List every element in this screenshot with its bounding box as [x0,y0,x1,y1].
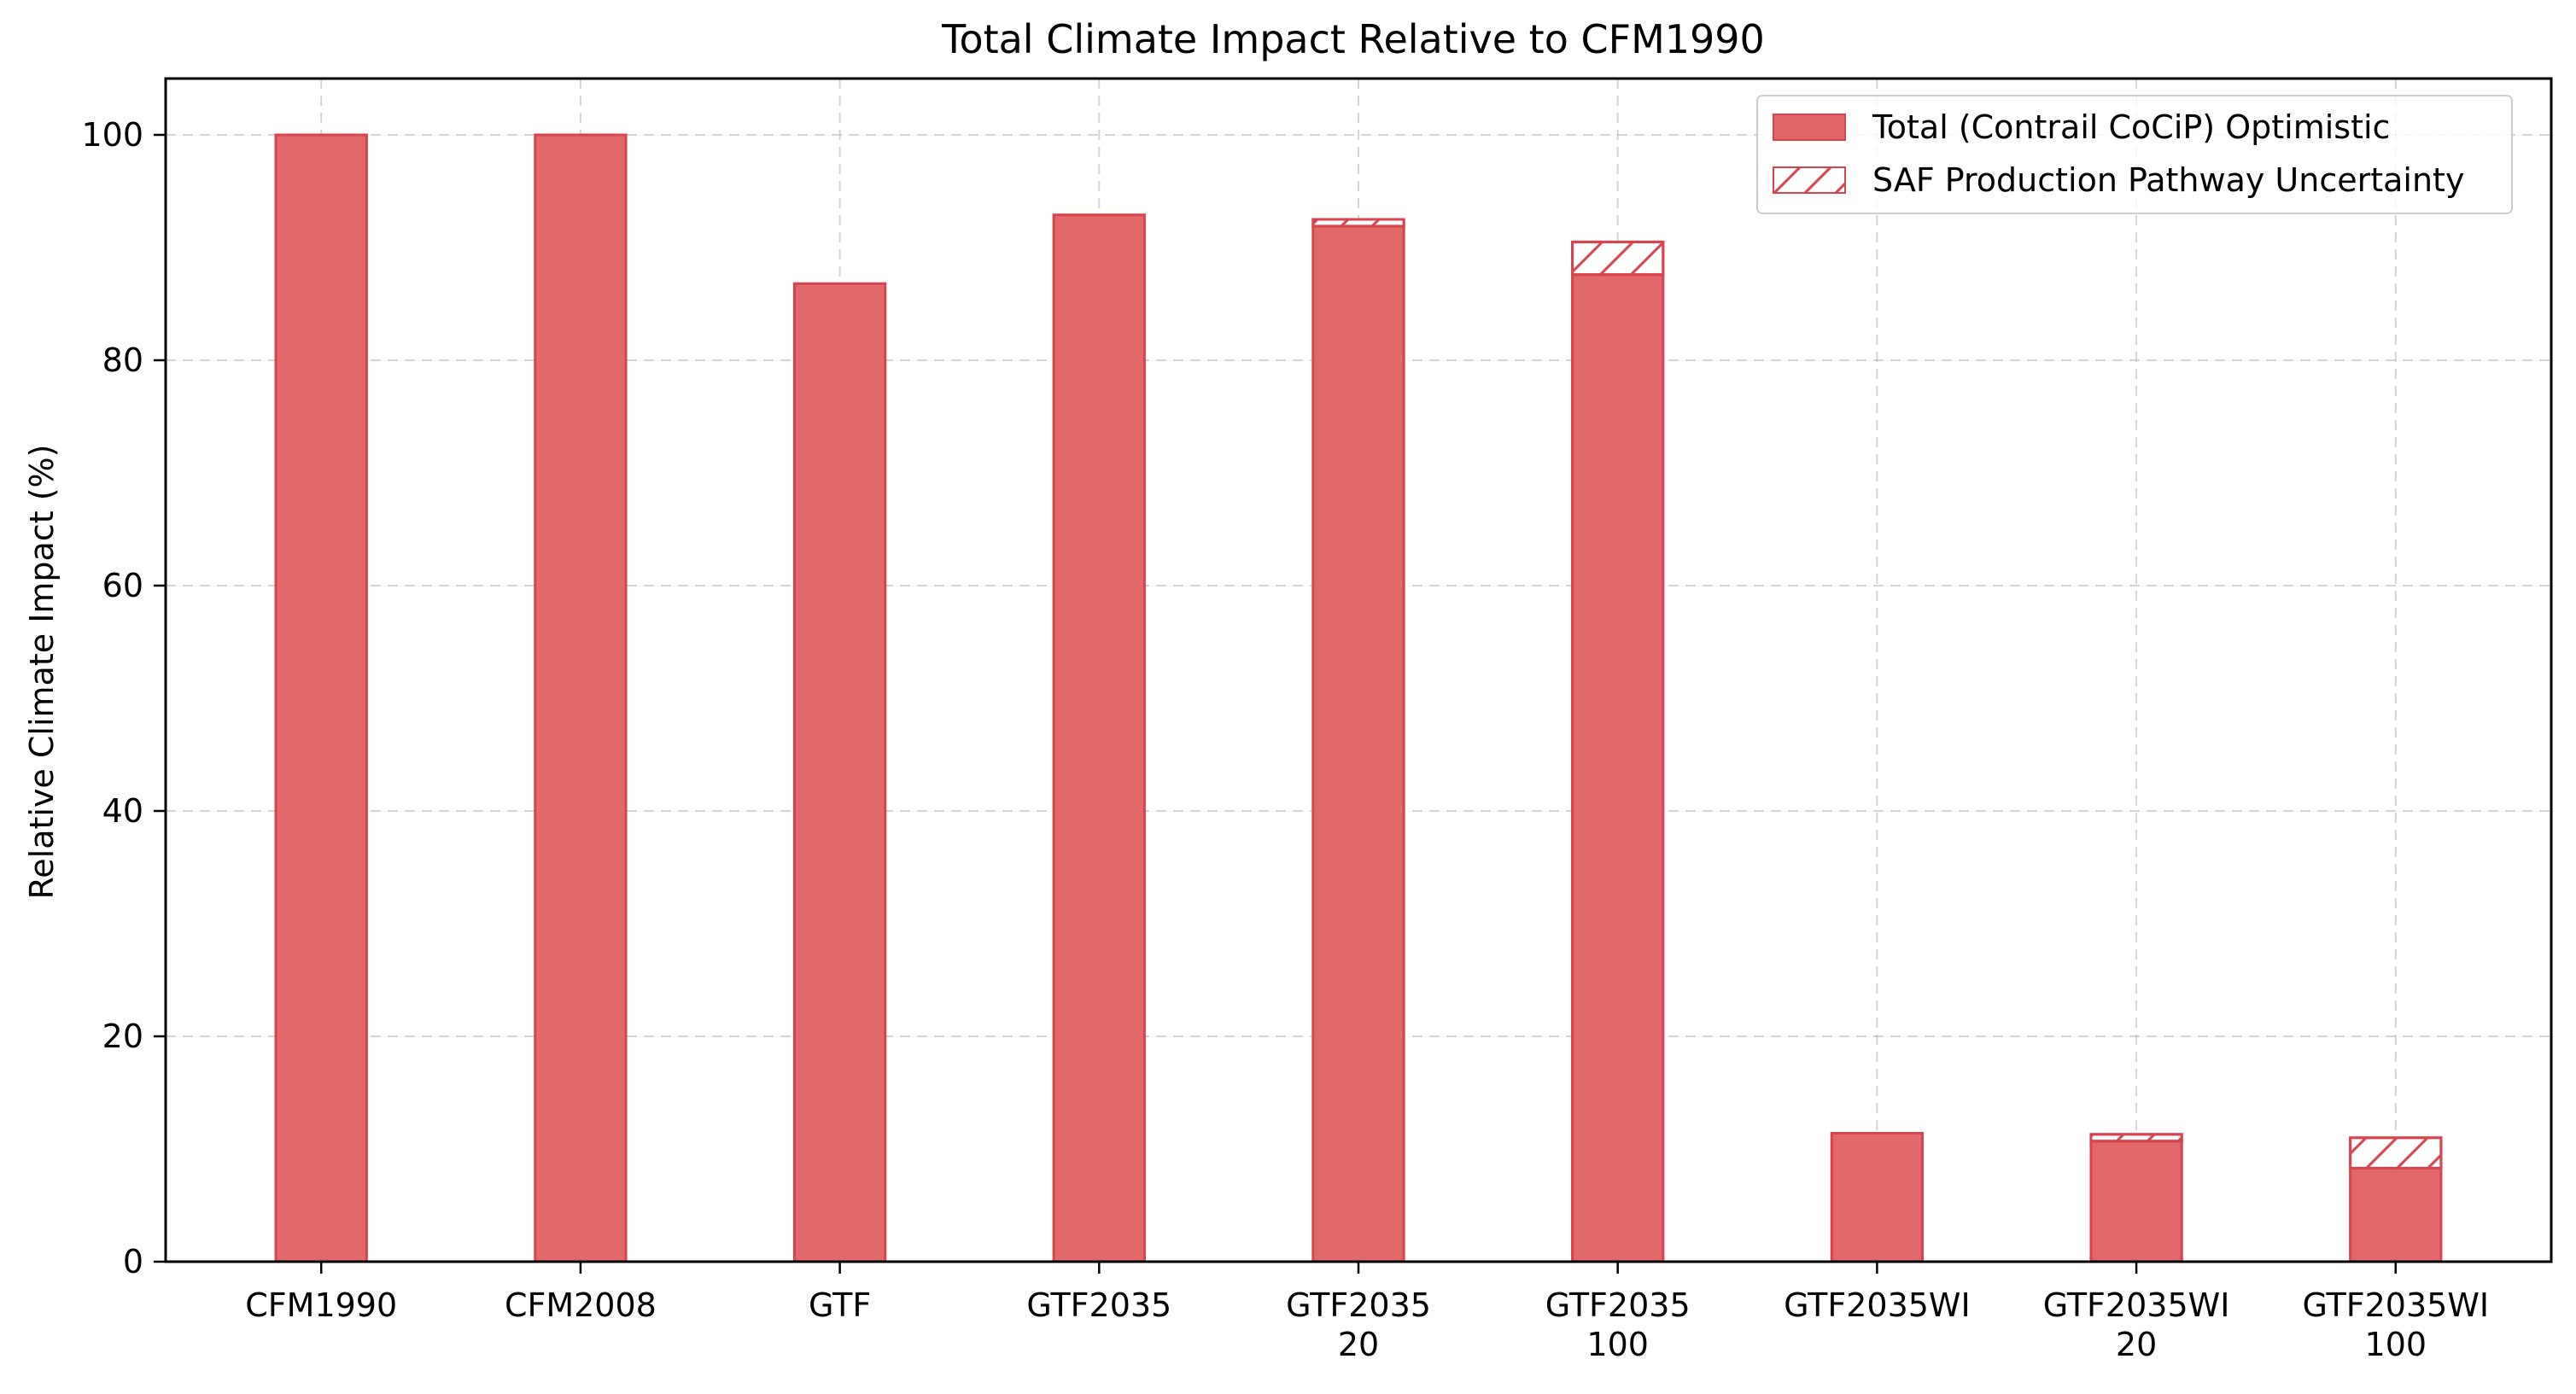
bar-total [1830,1132,1925,1263]
bar-total [274,133,368,1263]
legend-label-uncertainty: SAF Production Pathway Uncertainty [1872,161,2464,199]
bar-uncertainty [2089,1133,2183,1143]
y-tick-label: 80 [102,341,143,379]
x-tick-label: GTF2035 [1026,1286,1171,1324]
bar-uncertainty [1311,218,1405,228]
y-axis-label: Relative Climate Impact (%) [23,445,61,900]
y-tick-label: 100 [81,116,143,154]
bar-uncertainty [1571,240,1665,277]
bar-total [1311,225,1405,1263]
x-tick-label: CFM2008 [505,1286,657,1324]
y-tick-label: 40 [102,792,143,830]
bar-total [1571,273,1665,1263]
legend-label-total: Total (Contrail CoCiP) Optimistic [1872,108,2390,146]
legend: Total (Contrail CoCiP) Optimistic SAF Pr… [1756,95,2513,214]
x-tick-label: GTF2035WI [1784,1286,1971,1324]
bar-uncertainty [2349,1136,2443,1169]
y-tick-label: 0 [123,1243,143,1280]
x-tick-label: 20 [2116,1326,2157,1363]
tick-labels: 0 20 40 60 80 100 CFM1990 CFM2008 GTF GTF2035 GTF2… [81,116,2489,1363]
legend-swatch-total [1773,114,1846,141]
legend-frame [1756,95,2513,214]
x-tick-label: CFM1990 [245,1286,397,1324]
chart-title: Total Climate Impact Relative to CFM1990 [941,16,1765,62]
x-tick-label: 100 [2365,1326,2427,1363]
bar-total [2349,1166,2443,1263]
x-tick-label: GTF2035 [1286,1286,1431,1324]
y-tick-label: 20 [102,1018,143,1055]
x-tick-label: GTF [809,1286,871,1324]
x-tick-label: 20 [1338,1326,1379,1363]
bars [274,133,2443,1263]
x-tick-label: GTF2035WI [2043,1286,2230,1324]
bar-total [792,282,887,1263]
bar-total [1052,213,1146,1263]
x-tick-label: 100 [1586,1326,1649,1363]
plot-frame [164,77,2553,1263]
x-tick-label: GTF2035 [1545,1286,1691,1324]
bar-total [534,133,628,1263]
axes [154,77,2553,1274]
legend-swatch-uncertainty [1773,166,1846,194]
y-tick-label: 60 [102,567,143,604]
x-tick-label: GTF2035WI [2302,1286,2489,1324]
bar-total [2089,1140,2183,1263]
